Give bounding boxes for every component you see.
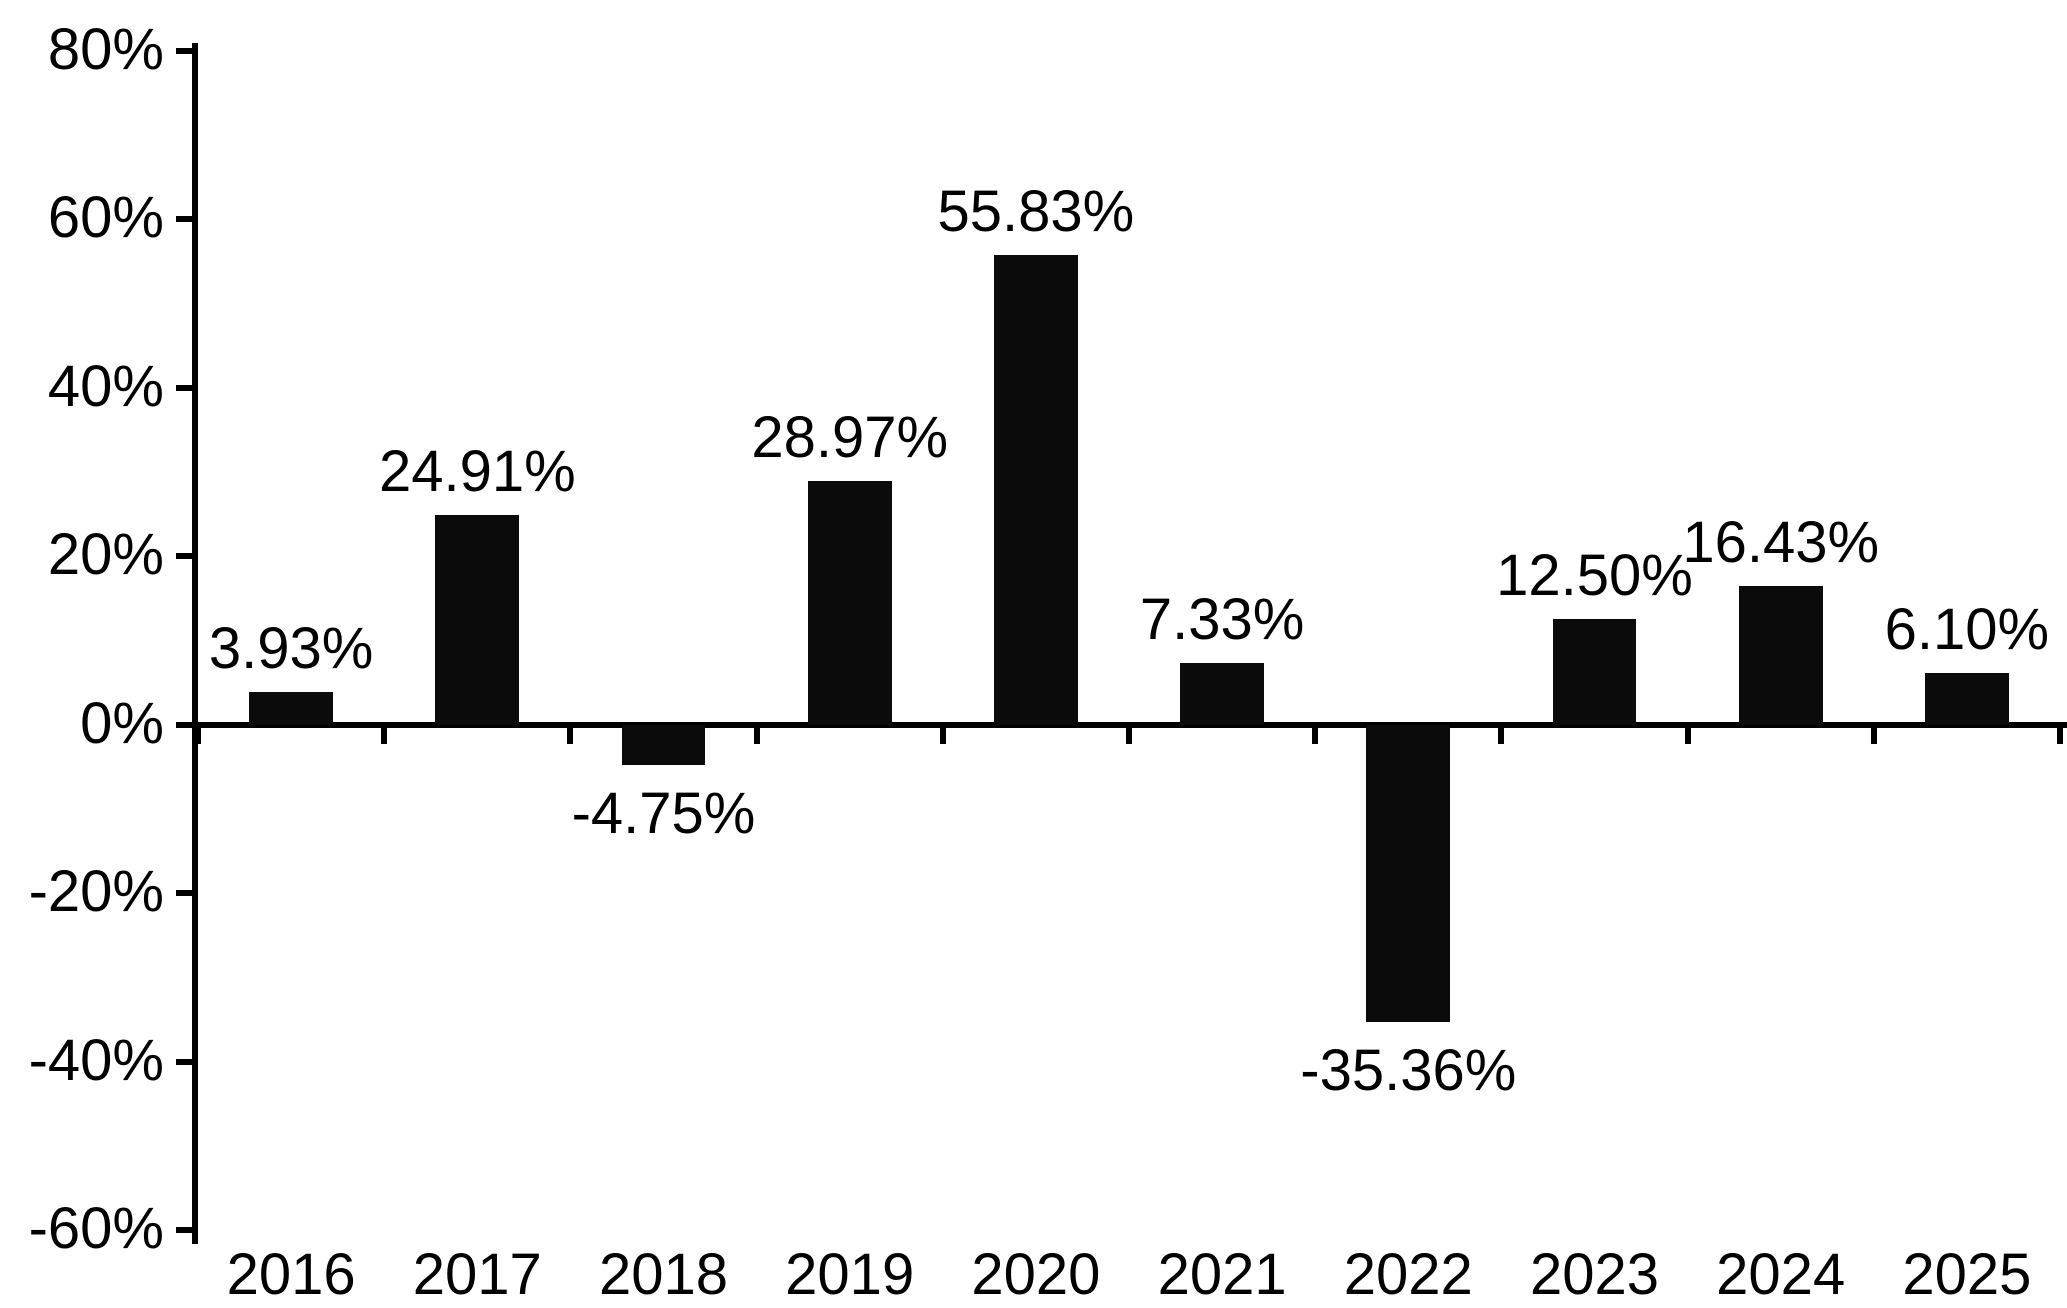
y-tick-label: 0% [80,690,164,756]
x-axis-tick [1126,727,1132,744]
x-axis-tick [753,727,760,744]
x-axis-tick [1870,727,1877,744]
x-tick-label: 2022 [1343,1242,1473,1307]
bar-value-label: 24.91% [378,438,576,504]
bar-value-label: 28.97% [751,404,949,470]
x-axis-tick [567,727,574,744]
x-axis-tick [1498,727,1505,744]
bar-value-label: 3.93% [208,615,374,681]
x-axis-zero-line [192,721,2067,728]
x-tick-label: 2023 [1529,1242,1660,1307]
x-tick-label: 2025 [1902,1242,2032,1307]
x-axis-tick [1312,727,1319,744]
y-tick-label: -20% [28,859,164,925]
y-axis-tick [176,48,192,54]
bar-value-label: 6.10% [1884,597,2050,663]
x-tick-label: 2020 [971,1242,1101,1307]
y-axis-tick [176,890,192,897]
x-tick-label: 2017 [412,1242,542,1307]
x-axis-tick [381,727,388,744]
y-axis-tick [176,721,192,728]
x-axis-tick [1684,727,1691,744]
bar-value-label: -35.36% [1300,1038,1517,1104]
bar [1925,673,2009,725]
bar-value-label: 7.33% [1139,586,1305,652]
x-tick-label: 2016 [226,1242,356,1307]
y-tick-label: 40% [47,353,164,419]
y-tick-label: 80% [47,17,164,82]
x-axis-tick [939,727,946,744]
x-axis-tick [195,727,201,744]
y-tick-label: -40% [28,1027,164,1093]
x-tick-label: 2019 [785,1242,915,1307]
bar [807,480,892,725]
y-axis-line [192,43,198,1244]
bar [249,691,333,725]
y-axis-tick [176,1227,192,1233]
bar [994,254,1078,725]
bar [621,724,706,765]
y-tick-label: 20% [47,522,164,588]
bar-value-label: 12.50% [1496,543,1693,609]
y-axis-tick [176,384,192,391]
bar-value-label: -4.75% [571,780,756,846]
bar [1552,619,1637,725]
bar-value-label: 16.43% [1682,510,1880,576]
y-axis-tick [176,216,192,223]
y-axis-tick [176,553,192,560]
x-axis-tick [2057,727,2063,744]
x-tick-label: 2018 [598,1242,729,1307]
y-axis-tick [176,1058,192,1065]
bar [1738,586,1823,725]
y-tick-label: -60% [28,1196,164,1261]
bar [1366,724,1451,1023]
x-tick-label: 2021 [1157,1242,1287,1307]
bar [1180,662,1264,725]
x-tick-label: 2024 [1716,1242,1846,1307]
bar-value-label: 55.83% [937,178,1135,244]
bar [435,514,520,725]
y-tick-label: 60% [47,185,164,251]
